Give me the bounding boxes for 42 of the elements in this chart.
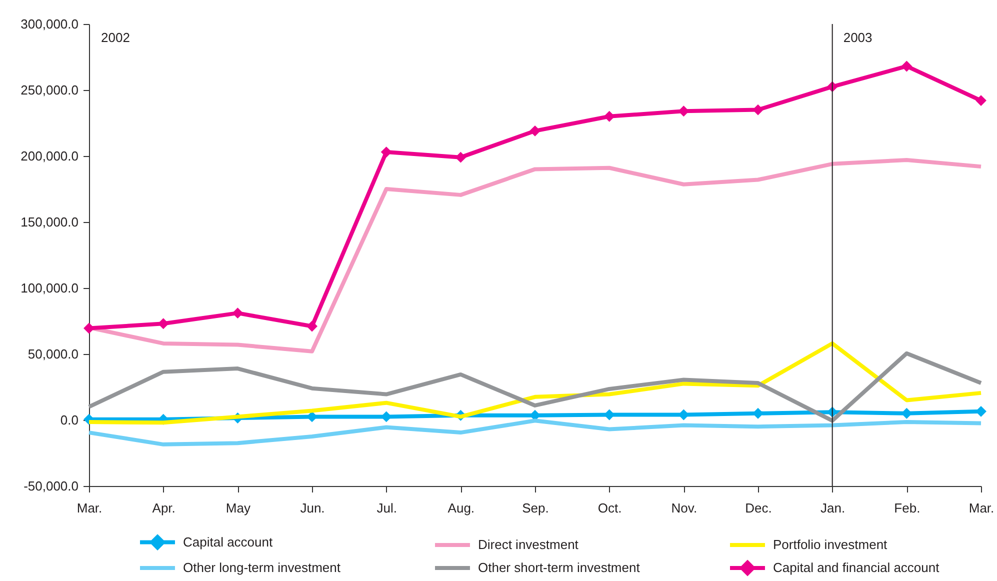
point	[530, 125, 540, 136]
y-tick-label: 100,000.0	[20, 280, 78, 296]
y-tick-label: 0.0	[60, 412, 78, 428]
y-tick-label: 300,000.0	[20, 16, 78, 32]
line-series	[87, 418, 983, 446]
x-tick-label: Mar.	[76, 500, 102, 516]
x-tick-label: Apr.	[152, 500, 176, 516]
y-tick-label: 150,000.0	[20, 214, 78, 230]
legend-label: Portfolio investment	[773, 537, 888, 552]
x-tick-label: May	[226, 500, 251, 516]
x-tick-label: Oct.	[598, 500, 622, 516]
x-tick-label: Sep.	[522, 500, 549, 516]
x-tick-label: Dec.	[745, 500, 772, 516]
point	[306, 411, 318, 422]
point	[976, 95, 986, 106]
legend-label: Other short-term investment	[478, 560, 640, 575]
point	[380, 146, 392, 158]
x-tick-label: Jul.	[376, 500, 397, 516]
x-tick-label: Aug.	[448, 500, 475, 516]
legend-label: Capital and financial account	[773, 560, 940, 575]
y-tick-label: 250,000.0	[20, 82, 78, 98]
point	[604, 110, 615, 122]
annotation: 2002	[101, 30, 130, 45]
ref-line-label: 2003	[843, 30, 872, 45]
point	[232, 308, 244, 319]
y-tick-label: -50,000.0	[24, 478, 78, 494]
point	[752, 104, 764, 116]
x-tick-label: Jun.	[300, 500, 325, 516]
y-tick-label: 50,000.0	[28, 346, 78, 362]
legend-label: Capital account	[183, 534, 273, 550]
x-tick-label: Mar.	[968, 500, 994, 516]
x-tick-label: Nov.	[671, 500, 698, 516]
point	[901, 60, 912, 72]
point	[84, 322, 94, 334]
y-tick-label: 200,000.0	[20, 148, 78, 164]
point	[752, 408, 764, 419]
point	[455, 152, 466, 163]
point	[306, 320, 318, 332]
x-tick-label: Feb.	[894, 500, 920, 516]
legend-label: Direct investment	[478, 537, 579, 552]
legend-label: Other long-term investment	[183, 560, 341, 575]
x-tick-label: Jan.	[820, 500, 846, 516]
